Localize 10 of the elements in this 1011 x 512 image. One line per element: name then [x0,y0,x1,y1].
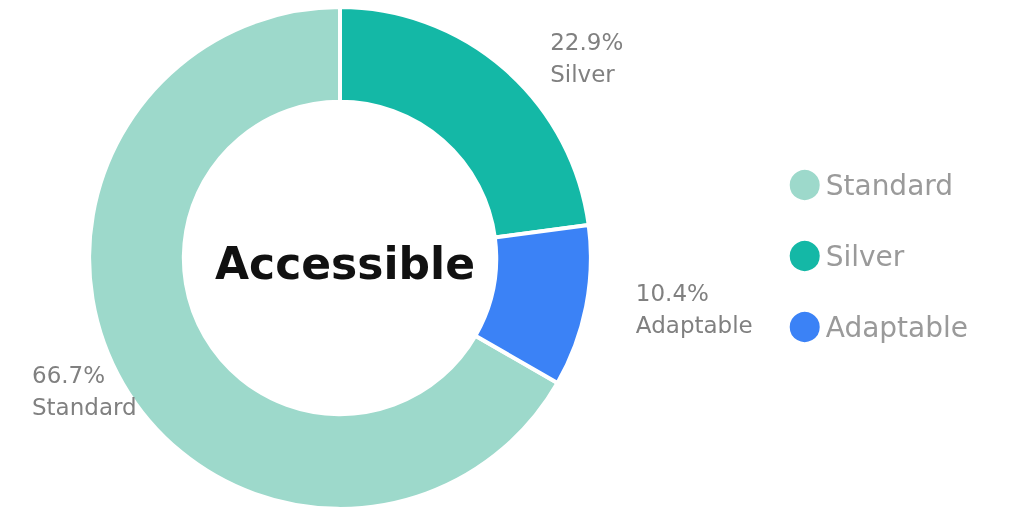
slice-label: Standard [32,394,137,421]
data-label: 66.7% [32,362,106,389]
legend-label: Standard [825,168,954,202]
text: Accessible [215,237,475,289]
legend-label: Adaptable [825,310,969,344]
data-label: 22.9% [550,29,624,56]
legend-label: Silver [825,239,905,273]
slice-label: Silver [550,61,616,88]
slice-label: Adaptable [635,312,753,339]
data-label: 10.4% [635,280,709,307]
